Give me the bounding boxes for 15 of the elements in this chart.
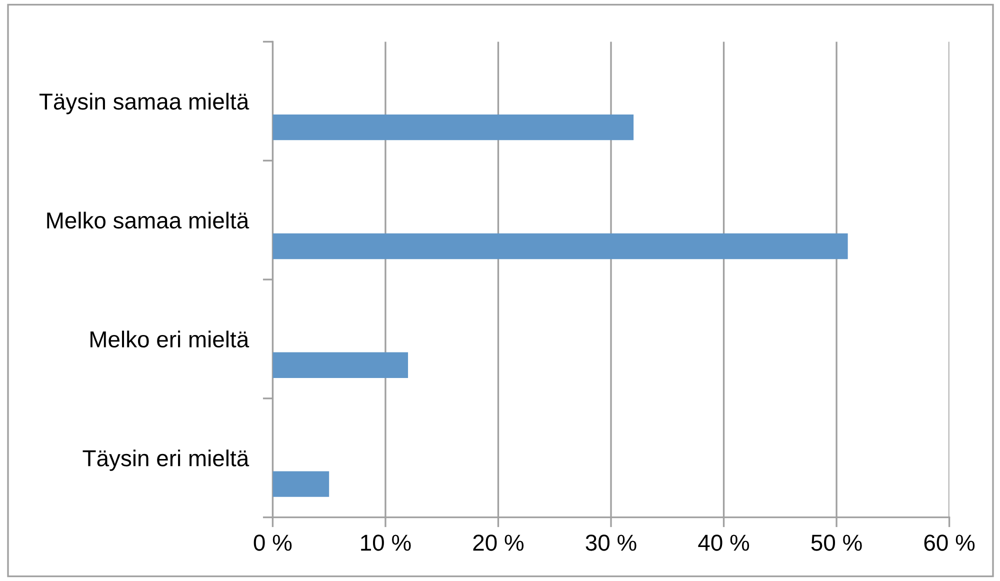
bar	[272, 233, 848, 260]
y-tick-label: Täysin eri mieltä	[82, 450, 250, 471]
bar	[272, 471, 330, 497]
x-tick-label: 10 %	[361, 534, 411, 551]
x-tick-label: 60 %	[924, 534, 975, 551]
bar	[272, 352, 408, 378]
y-tick-label: Melko samaa mieltä	[47, 212, 250, 229]
bar	[272, 114, 634, 140]
x-tick-label: 30 %	[586, 534, 636, 551]
x-tick-label: 50 %	[811, 534, 862, 551]
x-tick-label: 0 %	[254, 534, 292, 551]
x-tick-label: 40 %	[698, 534, 750, 551]
x-tick-label: 20 %	[473, 534, 524, 551]
y-tick-label: Melko eri mieltä	[90, 330, 250, 348]
y-tick-label: Täysin samaa mieltä	[39, 92, 250, 114]
